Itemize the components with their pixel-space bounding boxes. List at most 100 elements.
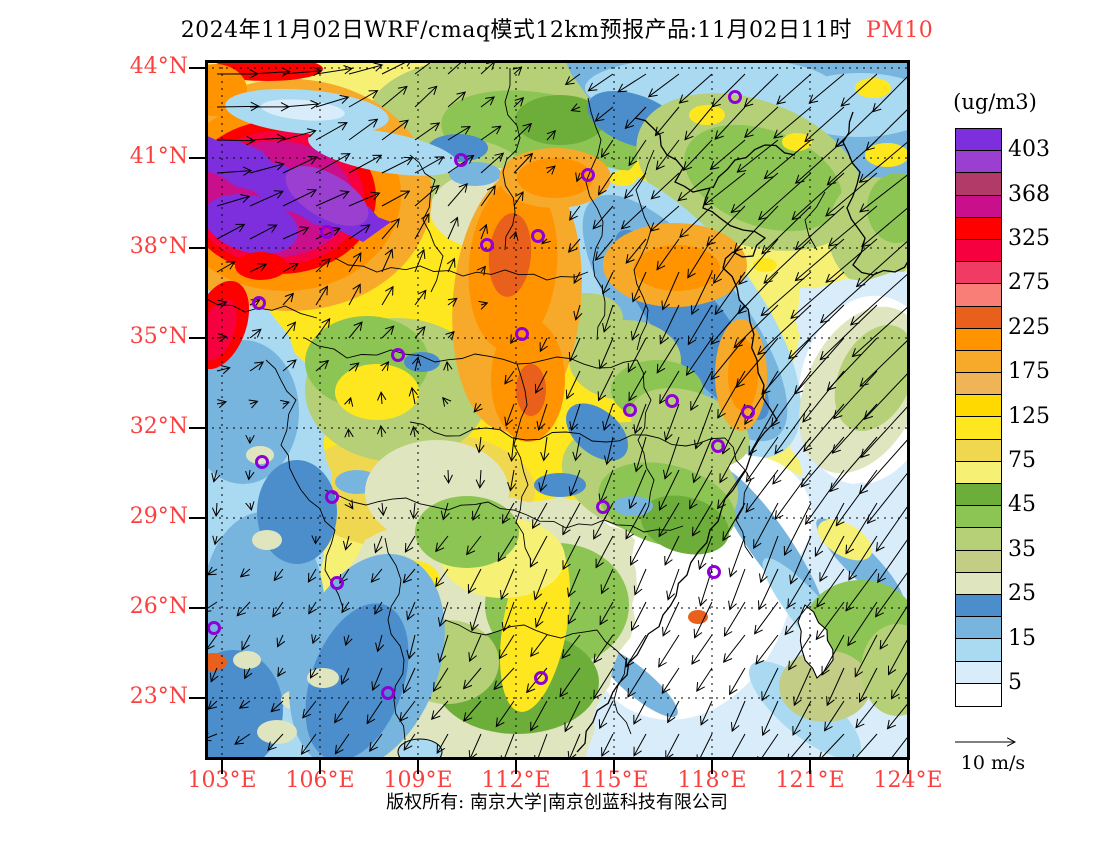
wind-arrow	[348, 224, 371, 240]
wind-arrow	[443, 360, 453, 372]
wind-arrow	[440, 502, 450, 521]
wind-arrow	[513, 191, 524, 207]
lon-tick	[221, 760, 223, 774]
wind-arrow	[245, 501, 255, 512]
wind-arrow	[280, 399, 291, 409]
wind-arrow	[476, 265, 486, 276]
wind-arrow	[656, 337, 680, 374]
legend-tick-label: 368	[1008, 181, 1050, 207]
wind-arrow	[216, 261, 236, 273]
wind-arrow	[447, 297, 458, 307]
wind-arrow	[315, 285, 328, 306]
wind-arrow	[760, 271, 812, 317]
wind-arrow	[530, 634, 548, 658]
wind-arrow	[714, 271, 746, 316]
wind-arrow	[216, 333, 228, 343]
wind-arrow	[344, 499, 354, 510]
map-region	[634, 245, 720, 291]
taiwan-island	[797, 604, 834, 679]
province-boundary-line	[596, 629, 632, 735]
wind-arrow	[381, 190, 411, 207]
wind-arrow	[710, 304, 746, 345]
map-region	[867, 173, 910, 243]
lat-tick	[189, 697, 205, 699]
wind-arrow	[315, 227, 341, 240]
map-region	[285, 166, 369, 226]
lat-tick	[189, 67, 205, 69]
wind-arrow	[848, 535, 878, 581]
wind-arrow	[706, 205, 746, 246]
wind-arrow	[659, 370, 680, 405]
city-marker	[596, 500, 610, 514]
wind-arrow	[540, 436, 550, 462]
wind-arrow	[729, 667, 746, 696]
wind-arrow	[437, 601, 449, 628]
wind-arrow	[663, 436, 680, 480]
wind-arrow	[414, 122, 441, 141]
wind-arrow	[408, 386, 418, 405]
wind-arrow	[559, 667, 581, 698]
legend-tick-label: 125	[1008, 403, 1050, 429]
legend-swatch	[956, 550, 1001, 573]
map-region	[609, 170, 637, 186]
wind-arrow	[374, 601, 383, 615]
lat-label: 26°N	[129, 594, 188, 619]
wind-arrow	[700, 700, 713, 726]
wind-arrow	[630, 535, 647, 566]
wind-arrow	[241, 634, 251, 651]
map-region	[335, 364, 419, 420]
province-boundary-line	[502, 68, 521, 251]
wind-arrow	[794, 238, 845, 282]
map-region	[233, 651, 261, 669]
legend-colorbar	[955, 128, 1002, 707]
wind-arrow	[513, 152, 534, 174]
wind-arrow	[678, 73, 713, 104]
wind-arrow	[647, 73, 680, 98]
wind-arrow	[507, 436, 518, 463]
wind-arrow	[466, 535, 482, 556]
hainan-island	[397, 738, 443, 760]
page-title: 2024年11月02日WRF/cmaq模式12km预报产品:11月02日11时 P…	[181, 12, 934, 44]
city-marker	[480, 238, 494, 252]
wind-arrow	[748, 403, 779, 456]
wind-arrow	[282, 100, 320, 110]
wind-arrow	[735, 337, 779, 389]
wind-arrow	[436, 733, 449, 755]
wind-arrow	[745, 436, 779, 483]
wind-arrow	[827, 205, 878, 247]
wind-arrow	[546, 165, 556, 175]
wind-arrow	[216, 299, 228, 309]
wind-arrow	[564, 700, 581, 733]
wind-arrow	[414, 184, 440, 207]
map-region	[855, 78, 891, 98]
wind-arrow	[859, 172, 910, 213]
wind-arrow	[825, 238, 878, 283]
wind-reference-label: 10 m/s	[960, 752, 1026, 774]
wind-arrow	[772, 436, 812, 485]
wind-arrow	[562, 535, 581, 571]
legend-swatch	[956, 306, 1001, 329]
wind-arrow	[602, 403, 614, 432]
legend-swatch	[956, 262, 1001, 285]
wind-arrow	[690, 370, 713, 412]
wind-arrow	[500, 568, 515, 601]
wind-arrow	[602, 304, 614, 333]
wind-arrow	[249, 224, 278, 240]
wind-arrow	[847, 601, 878, 647]
lat-label: 35°N	[129, 324, 188, 349]
legend-swatch	[956, 151, 1001, 174]
wind-arrow	[315, 359, 330, 372]
map-region	[834, 325, 910, 431]
wind-arrow	[628, 139, 647, 167]
wind-arrow	[788, 634, 812, 671]
wind-arrow	[628, 469, 647, 510]
wind-arrow	[277, 667, 286, 678]
wind-arrow	[655, 139, 680, 171]
map-region	[205, 653, 227, 671]
wind-arrow	[597, 370, 614, 402]
wind-arrow	[473, 402, 483, 413]
lon-label: 115°E	[579, 768, 649, 793]
lon-label: 106°E	[285, 768, 355, 793]
wind-arrow	[592, 205, 614, 230]
wind-arrow	[532, 502, 548, 530]
